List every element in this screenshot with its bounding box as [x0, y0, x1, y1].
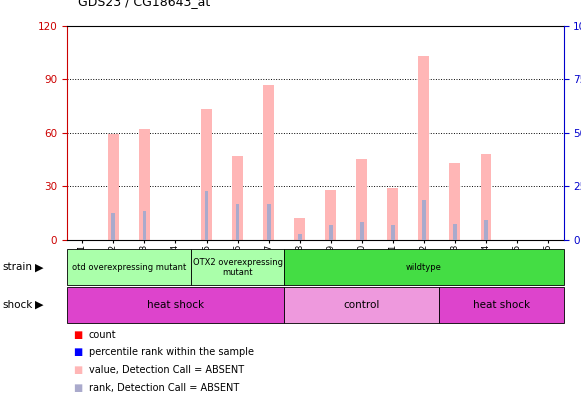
Bar — [284, 287, 439, 323]
Text: ■: ■ — [73, 347, 82, 358]
Bar — [453, 223, 457, 240]
Bar — [108, 134, 119, 240]
Bar — [360, 222, 364, 240]
Bar — [284, 249, 564, 285]
Bar — [232, 156, 243, 240]
Text: GDS23 / CG18643_at: GDS23 / CG18643_at — [78, 0, 211, 8]
Text: ■: ■ — [73, 383, 82, 393]
Bar — [142, 211, 146, 240]
Text: rank, Detection Call = ABSENT: rank, Detection Call = ABSENT — [89, 383, 239, 393]
Bar — [112, 213, 115, 240]
Bar — [391, 225, 394, 240]
Bar — [388, 188, 398, 240]
Bar — [450, 163, 460, 240]
Bar — [267, 204, 271, 240]
Bar — [356, 159, 367, 240]
Text: OTX2 overexpressing
mutant: OTX2 overexpressing mutant — [192, 258, 282, 277]
Bar — [325, 190, 336, 240]
Bar — [236, 204, 239, 240]
Bar — [201, 109, 212, 240]
Bar — [422, 200, 426, 240]
Text: strain: strain — [3, 262, 33, 272]
Text: count: count — [89, 329, 117, 340]
Bar — [439, 287, 564, 323]
Bar — [294, 218, 305, 240]
Text: ■: ■ — [73, 365, 82, 375]
Bar — [191, 249, 284, 285]
Bar — [67, 287, 284, 323]
Text: control: control — [343, 300, 380, 310]
Bar — [139, 129, 150, 240]
Text: ▶: ▶ — [35, 300, 44, 310]
Bar — [67, 249, 191, 285]
Text: value, Detection Call = ABSENT: value, Detection Call = ABSENT — [89, 365, 244, 375]
Bar — [329, 225, 332, 240]
Text: heat shock: heat shock — [147, 300, 204, 310]
Bar — [205, 191, 209, 240]
Text: wildtype: wildtype — [406, 263, 442, 272]
Bar — [263, 84, 274, 240]
Text: ▶: ▶ — [35, 262, 44, 272]
Text: otd overexpressing mutant: otd overexpressing mutant — [72, 263, 186, 272]
Bar — [484, 220, 488, 240]
Bar — [298, 234, 302, 240]
Text: heat shock: heat shock — [473, 300, 530, 310]
Text: shock: shock — [3, 300, 33, 310]
Text: percentile rank within the sample: percentile rank within the sample — [89, 347, 254, 358]
Bar — [480, 154, 492, 240]
Text: ■: ■ — [73, 329, 82, 340]
Bar — [418, 56, 429, 240]
